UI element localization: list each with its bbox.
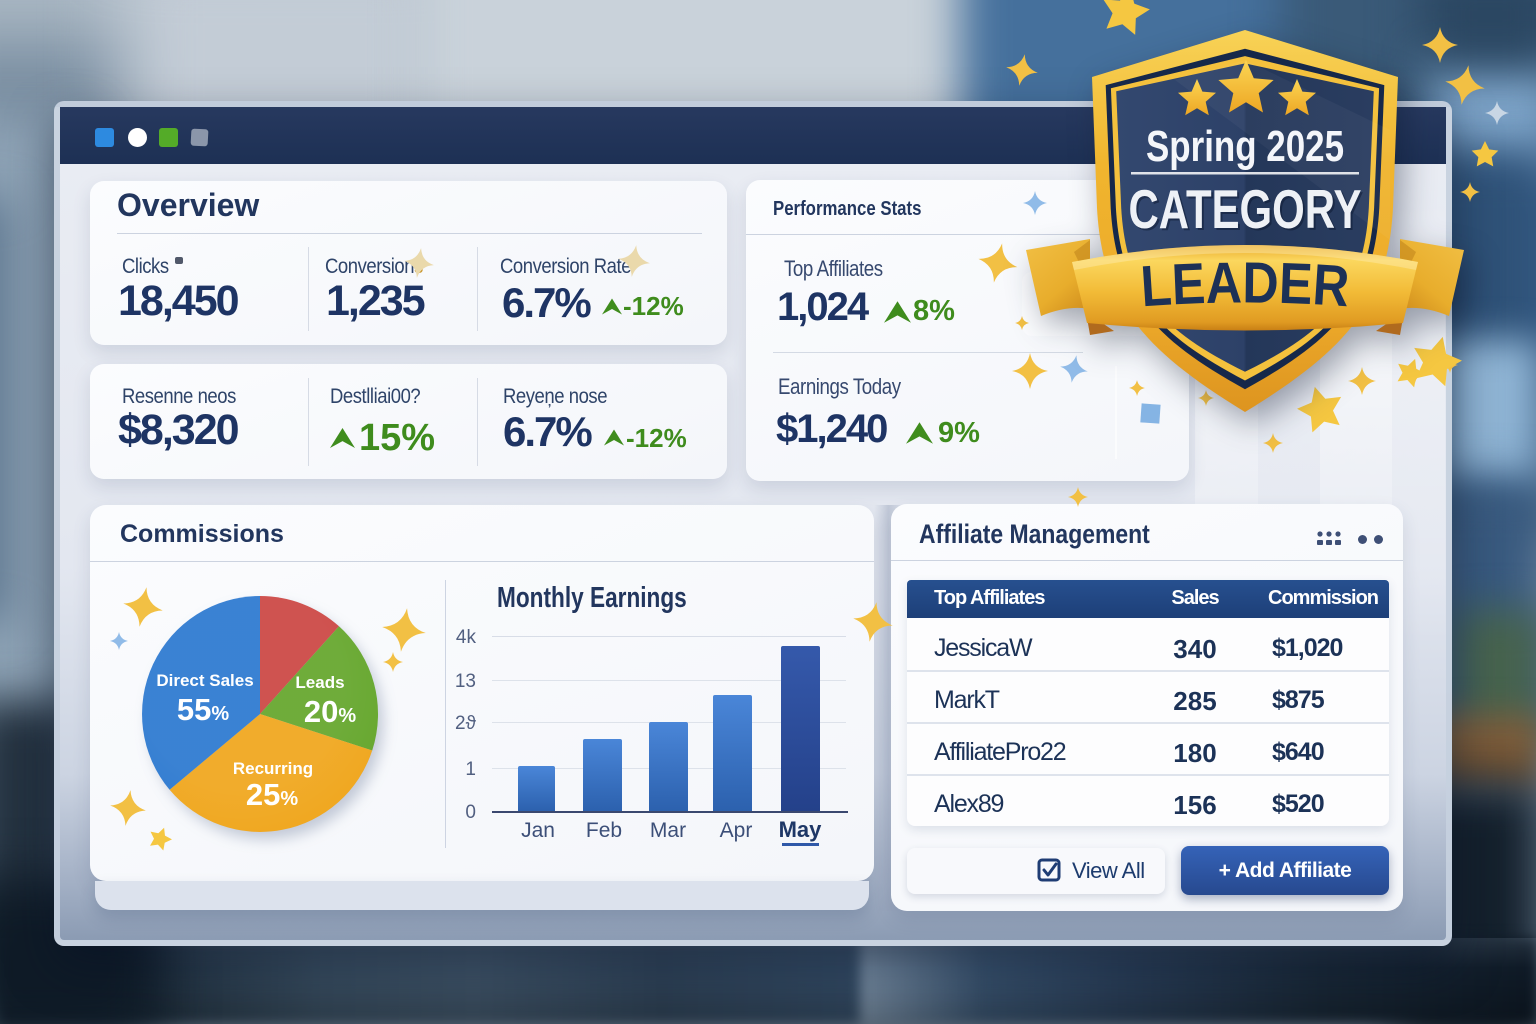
svg-text:CATEGORY: CATEGORY xyxy=(1129,178,1362,240)
svg-text:Spring 2025: Spring 2025 xyxy=(1146,122,1344,171)
svg-text:55%: 55% xyxy=(177,692,229,727)
svg-text:LEADER: LEADER xyxy=(1139,250,1352,319)
svg-text:Recurring: Recurring xyxy=(233,759,313,778)
svg-text:Direct Sales: Direct Sales xyxy=(156,671,253,690)
svg-text:Leads: Leads xyxy=(295,673,344,692)
svg-text:25%: 25% xyxy=(246,777,298,812)
svg-text:CATEGORY: CATEGORY xyxy=(1131,180,1364,242)
